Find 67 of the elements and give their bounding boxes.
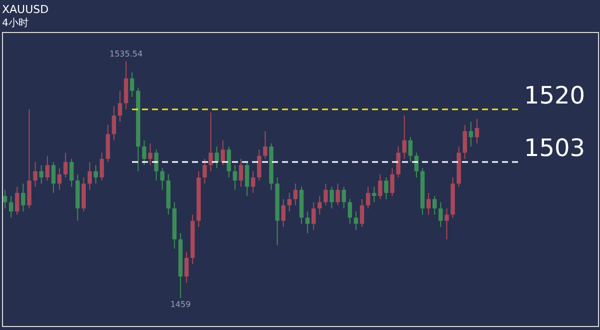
candlestick	[438, 202, 443, 228]
candlestick	[305, 210, 310, 234]
candlestick	[330, 186, 334, 209]
candlestick	[226, 146, 232, 178]
candlestick	[88, 161, 92, 190]
candlestick	[184, 251, 189, 284]
candlestick	[263, 130, 268, 160]
candlestick	[426, 192, 431, 216]
candlestick	[45, 155, 50, 182]
candlestick	[384, 176, 388, 200]
candlestick	[348, 198, 352, 224]
candlestick	[287, 192, 292, 212]
candlestick	[94, 164, 98, 184]
annotation: 1459	[170, 300, 191, 310]
candlestick	[63, 152, 68, 178]
annotation: 1535.54	[109, 49, 143, 58]
candlestick	[293, 183, 298, 206]
candlestick	[208, 112, 213, 172]
candlestick	[100, 152, 104, 182]
candlestick	[354, 210, 358, 231]
candlestick	[21, 183, 26, 212]
chart-subtitle: 4小时	[2, 17, 28, 29]
ref-line-label: 1503	[524, 134, 586, 162]
candlestick	[51, 161, 56, 194]
candlestick	[390, 168, 394, 197]
candlestick	[444, 208, 449, 240]
candlestick	[281, 198, 286, 228]
candlestick	[468, 121, 474, 148]
candlestick	[15, 186, 20, 216]
candlestick	[232, 164, 238, 190]
candlestick	[33, 161, 38, 188]
candlestick	[118, 90, 122, 122]
candlestick	[318, 196, 322, 216]
candlestick	[396, 146, 400, 178]
candlestick	[360, 198, 364, 228]
candlestick	[148, 142, 152, 166]
candlestick	[342, 186, 346, 209]
candlestick	[112, 106, 116, 141]
candlestick	[474, 118, 480, 144]
candlestick	[57, 168, 62, 190]
candlestick	[130, 72, 134, 98]
candlestick	[372, 186, 376, 203]
candlestick	[238, 158, 244, 188]
candlestick	[378, 174, 382, 200]
candlestick	[154, 149, 158, 182]
ref-line-label: 1520	[524, 81, 586, 110]
candlestick	[160, 168, 164, 190]
candlestick	[39, 164, 44, 184]
candlestick	[324, 183, 328, 206]
candlestick	[69, 158, 74, 188]
candlestick	[244, 161, 250, 197]
candlestick	[220, 140, 225, 166]
candlestick	[142, 140, 146, 166]
candlestick	[214, 146, 219, 169]
chart-title: XAUUSD	[2, 3, 49, 16]
candlestick	[366, 186, 370, 209]
candlestick	[402, 115, 406, 160]
candlestick	[462, 124, 467, 160]
candlestick	[257, 149, 262, 182]
candlestick	[432, 196, 437, 216]
candlestick	[311, 202, 316, 231]
candlestick	[250, 170, 256, 194]
candlestick	[202, 158, 207, 184]
candlestick	[408, 136, 413, 162]
candlestick	[336, 183, 340, 206]
candlestick	[8, 196, 14, 218]
candlestick	[2, 189, 8, 209]
